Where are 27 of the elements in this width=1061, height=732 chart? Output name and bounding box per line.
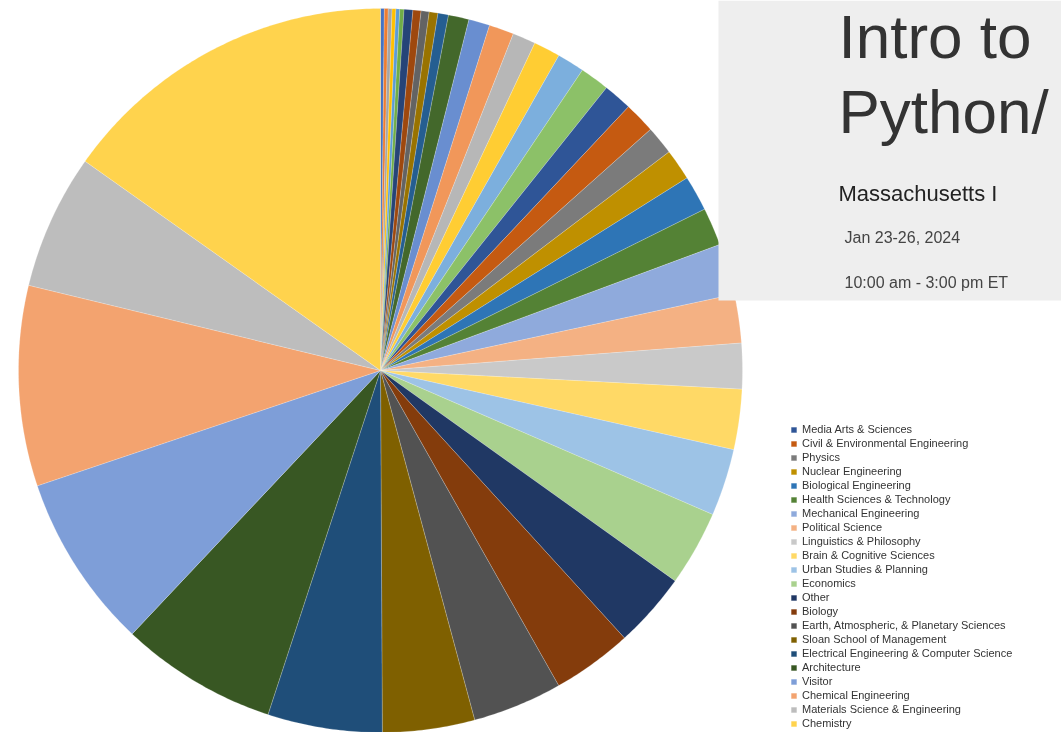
legend-label: Mechanical Engineering bbox=[802, 506, 920, 520]
legend-label: Architecture bbox=[802, 660, 861, 674]
legend-label: Physics bbox=[802, 450, 840, 464]
legend-label: Brain & Cognitive Sciences bbox=[802, 548, 935, 562]
legend-label: Visitor bbox=[802, 674, 833, 688]
legend-label: Civil & Environmental Engineering bbox=[802, 436, 969, 450]
text: Intro to bbox=[838, 1, 1032, 71]
legend-label: Biological Engineering bbox=[802, 478, 911, 492]
legend-label: Biology bbox=[802, 604, 839, 618]
legend-label: Materials Science & Engineering bbox=[802, 702, 961, 716]
text: Jan 23-26, 2024 bbox=[844, 228, 961, 246]
legend-label: Urban Studies & Planning bbox=[802, 562, 928, 576]
legend-label: Health Sciences & Technology bbox=[802, 492, 951, 506]
text: 10:00 am - 3:00 pm ET bbox=[844, 273, 1009, 291]
legend-label: Economics bbox=[802, 576, 856, 590]
text: Python/ bbox=[838, 76, 1050, 146]
legend-label: Linguistics & Philosophy bbox=[802, 534, 921, 548]
legend-label: Sloan School of Management bbox=[802, 632, 947, 646]
legend-label: Chemistry bbox=[802, 716, 852, 730]
legend-label: Media Arts & Sciences bbox=[802, 422, 913, 436]
legend-label: Political Science bbox=[802, 520, 883, 534]
legend-label: Nuclear Engineering bbox=[802, 464, 902, 478]
legend-label: Chemical Engineering bbox=[802, 688, 910, 702]
legend-label: Earth, Atmospheric, & Planetary Sciences bbox=[802, 618, 1006, 632]
legend-label: Electrical Engineering & Computer Science bbox=[802, 646, 1013, 660]
legend-label: Other bbox=[802, 590, 830, 604]
text: Massachusetts I bbox=[838, 180, 998, 206]
